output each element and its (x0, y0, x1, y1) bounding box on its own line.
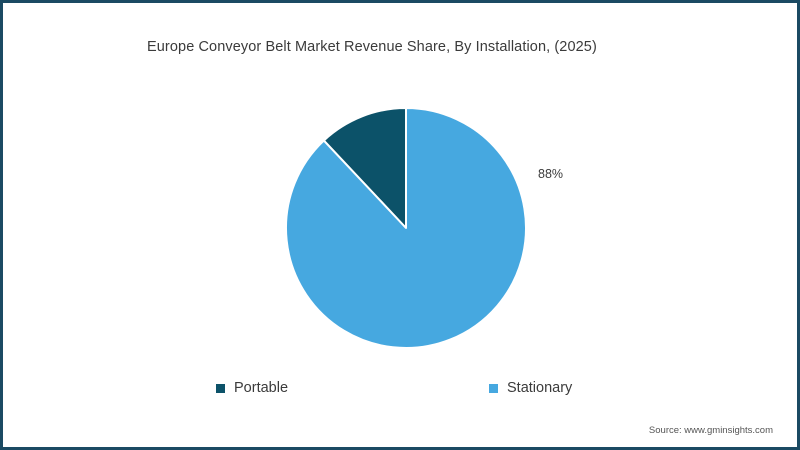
legend-label-stationary: Stationary (507, 379, 573, 396)
chart-canvas: Europe Conveyor Belt Market Revenue Shar… (3, 3, 797, 447)
page-title: Europe Conveyor Belt Market Revenue Shar… (147, 39, 597, 55)
pie-slice-portable[interactable] (322, 107, 407, 229)
pie-slice-label-stationary: 88% (538, 167, 564, 181)
legend-swatch-icon-portable (216, 383, 225, 393)
pie-slice-group (285, 107, 527, 349)
legend-label-portable: Portable (234, 379, 289, 396)
chart-legend: Portable Stationary (3, 377, 797, 399)
pie-slice-stationary[interactable] (285, 107, 527, 349)
legend-item-portable[interactable]: Portable (216, 377, 288, 399)
source-attribution: Source: www.gminsights.com (648, 425, 773, 436)
legend-swatch-icon-stationary (489, 383, 498, 393)
legend-item-stationary[interactable]: Stationary (489, 377, 572, 399)
